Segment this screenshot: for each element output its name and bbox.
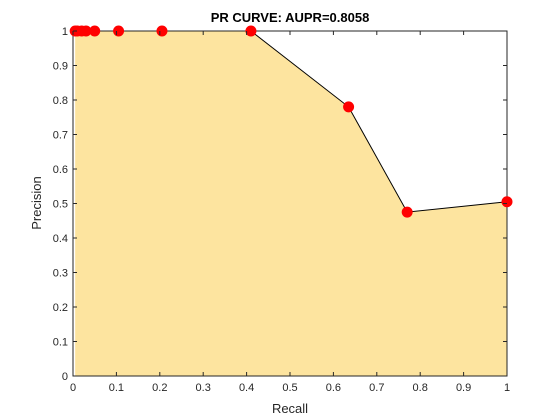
chart-title: PR CURVE: AUPR=0.8058 — [211, 10, 370, 25]
x-tick-label: 0.1 — [109, 382, 124, 394]
data-point — [89, 25, 101, 37]
y-axis-label: Precision — [29, 176, 44, 229]
data-point — [113, 25, 125, 37]
x-tick-label: 0.3 — [196, 382, 211, 394]
data-point — [245, 25, 257, 37]
data-point — [343, 101, 355, 113]
x-axis-label: Recall — [272, 401, 308, 416]
y-tick-label: 0.3 — [53, 268, 68, 280]
y-tick-label: 0.9 — [53, 61, 68, 73]
data-point — [401, 206, 413, 218]
y-tick-label: 0.1 — [53, 337, 68, 349]
y-tick-label: 1 — [62, 26, 68, 38]
x-tick-label: 0.4 — [239, 382, 254, 394]
x-tick-label: 0.5 — [282, 382, 297, 394]
data-point — [501, 196, 513, 208]
x-tick-label: 0.9 — [456, 382, 471, 394]
y-tick-label: 0.4 — [53, 233, 68, 245]
y-tick-label: 0.6 — [53, 164, 68, 176]
y-tick-label: 0.8 — [53, 95, 68, 107]
x-tick-label: 0.2 — [152, 382, 167, 394]
y-tick-label: 0.7 — [53, 130, 68, 142]
x-axis: 0 0.1 0.2 0.3 0.4 0.5 0.6 0.7 0.8 0.9 1 — [70, 31, 510, 394]
pr-area-fill — [75, 31, 508, 376]
y-tick-label: 0.5 — [53, 199, 68, 211]
plot-area — [69, 25, 513, 377]
x-tick-label: 0.8 — [413, 382, 428, 394]
y-axis: 0 0.1 0.2 0.3 0.4 0.5 0.6 0.7 0.8 0.9 1 — [53, 26, 507, 383]
data-point — [156, 25, 168, 37]
x-tick-label: 1 — [504, 382, 510, 394]
x-tick-label: 0.7 — [369, 382, 384, 394]
y-tick-label: 0.2 — [53, 302, 68, 314]
x-tick-label: 0.6 — [326, 382, 341, 394]
y-tick-label: 0 — [62, 371, 68, 383]
x-tick-label: 0 — [70, 382, 76, 394]
